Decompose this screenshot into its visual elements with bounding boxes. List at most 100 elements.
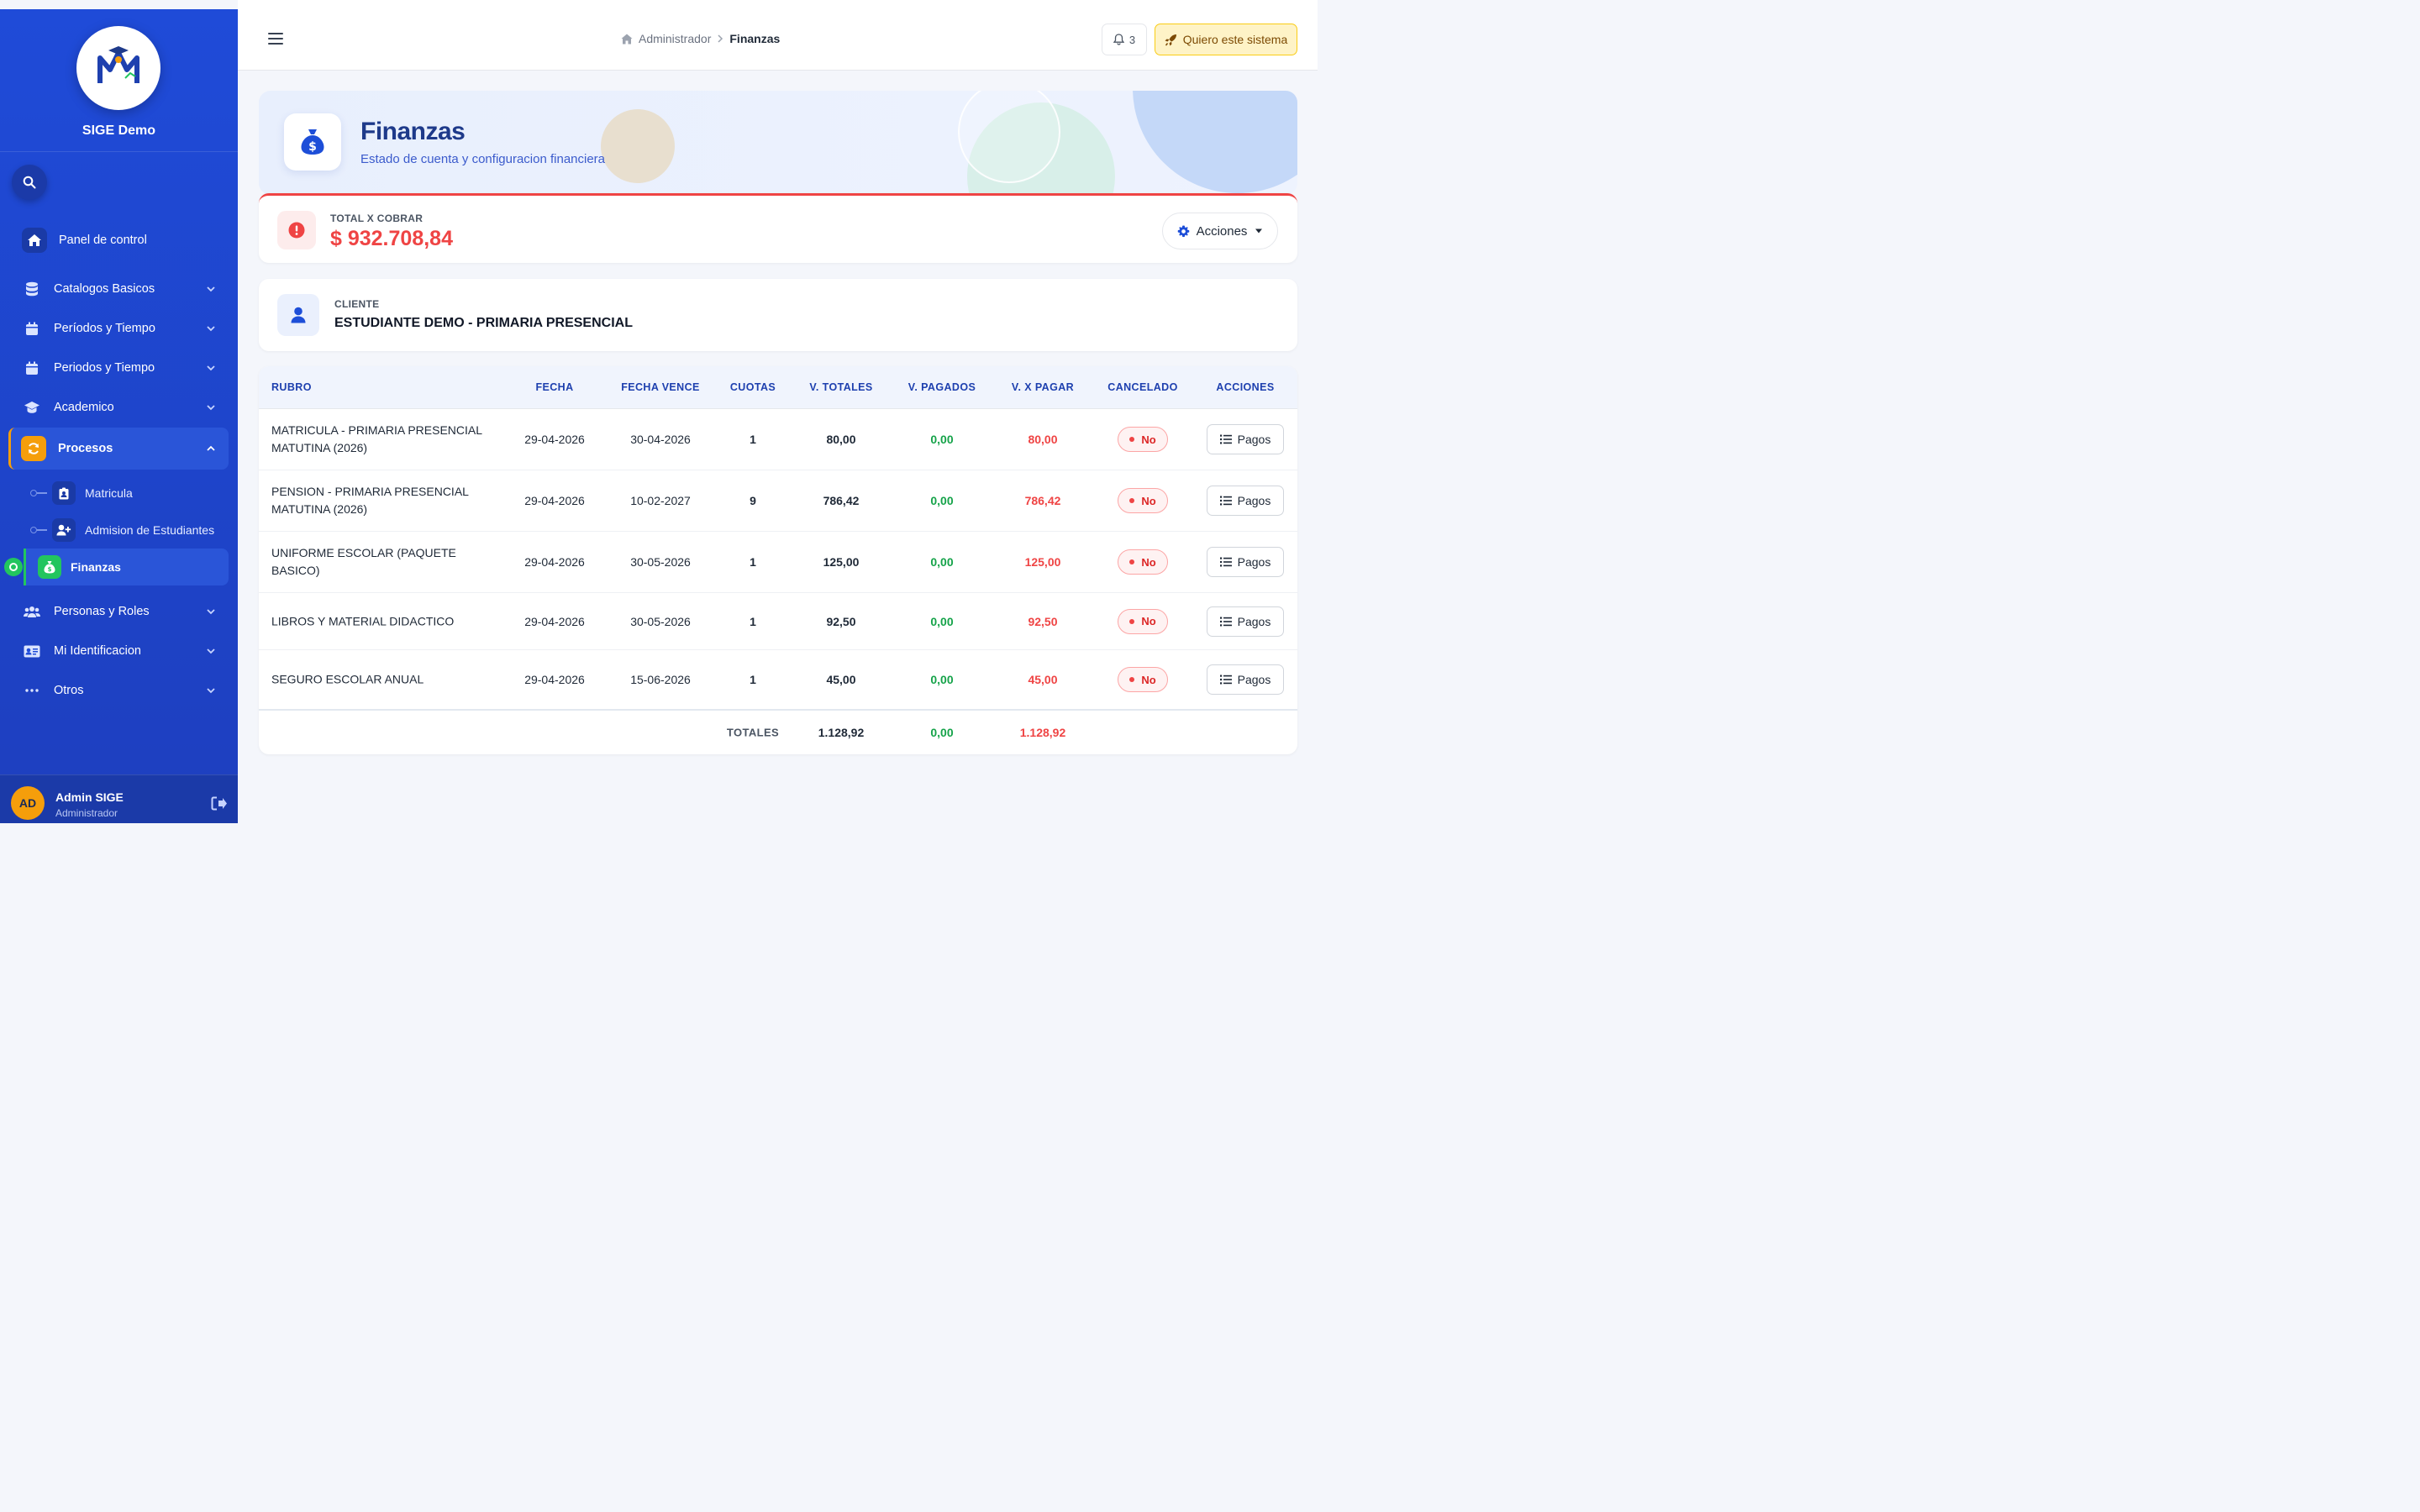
sidebar-item-label: Otros xyxy=(54,684,84,697)
decorative-circle xyxy=(601,109,675,183)
totales-v-x-pagar: 1.128,92 xyxy=(1019,726,1066,739)
sidebar-item-periodos-tiempo-1[interactable]: Períodos y Tiempo xyxy=(12,312,229,345)
sidebar-item-periodos-tiempo-2[interactable]: Periodos y Tiempo xyxy=(12,351,229,385)
sidebar-subitem-finanzas[interactable]: $ Finanzas xyxy=(4,549,229,585)
chevron-down-icon xyxy=(207,648,215,654)
pagos-label: Pagos xyxy=(1237,614,1271,628)
breadcrumb-current: Finanzas xyxy=(729,32,781,45)
status-dot xyxy=(1129,618,1135,624)
cancelado-cell: No xyxy=(1118,488,1168,513)
list-icon xyxy=(1219,675,1232,685)
alert-icon-box xyxy=(277,211,316,249)
money-bag-icon: $ xyxy=(38,555,61,579)
cliente-card: CLIENTE ESTUDIANTE DEMO - PRIMARIA PRESE… xyxy=(259,279,1297,351)
pagos-label: Pagos xyxy=(1237,555,1271,569)
fecha-vence-cell: 10-02-2027 xyxy=(630,494,691,507)
sidebar-item-panel-de-control[interactable]: Panel de control xyxy=(18,223,229,257)
acciones-cell: Pagos xyxy=(1207,606,1284,637)
v-pagados-cell: 0,00 xyxy=(930,614,954,628)
decorative-circle xyxy=(958,91,1060,183)
v-x-pagar-cell: 92,50 xyxy=(1028,614,1058,628)
sidebar-item-label: Procesos xyxy=(58,442,113,455)
status-dot xyxy=(1129,559,1135,564)
totales-label: TOTALES xyxy=(726,726,780,739)
v-x-pagar-cell: 80,00 xyxy=(1028,433,1058,446)
sidebar-search-button[interactable] xyxy=(12,165,47,200)
pagos-button[interactable]: Pagos xyxy=(1207,486,1284,516)
rubro-cell: SEGURO ESCOLAR ANUAL xyxy=(271,672,424,686)
column-header-fecha-vence: FECHA VENCE xyxy=(621,381,700,393)
cuotas-cell: 9 xyxy=(750,494,756,507)
pagos-button[interactable]: Pagos xyxy=(1207,547,1284,577)
id-card-icon xyxy=(22,641,42,661)
acciones-cell: Pagos xyxy=(1207,547,1284,577)
v-x-pagar-cell: 125,00 xyxy=(1024,555,1061,569)
chevron-down-icon xyxy=(207,688,215,694)
app-name: SIGE Demo xyxy=(82,123,156,138)
cancelado-cell: No xyxy=(1118,549,1168,575)
sidebar-item-otros[interactable]: Otros xyxy=(12,674,229,707)
table-row: UNIFORME ESCOLAR (PAQUETE BASICO) 29-04-… xyxy=(259,532,1297,593)
svg-text:$: $ xyxy=(308,140,317,154)
sidebar-item-label: Catalogos Basicos xyxy=(54,282,155,296)
sidebar-item-label: Personas y Roles xyxy=(54,605,150,618)
totales-v-totales: 1.128,92 xyxy=(818,726,865,739)
list-icon xyxy=(1219,434,1232,444)
sidebar-subitem-label: Finanzas xyxy=(71,560,121,574)
status-dot xyxy=(1129,437,1135,442)
pagos-button[interactable]: Pagos xyxy=(1207,664,1284,695)
sidebar-item-personas-roles[interactable]: Personas y Roles xyxy=(12,595,229,628)
sidebar-user-panel: AD Admin SIGE Administrador xyxy=(0,774,238,823)
home-icon xyxy=(621,34,633,44)
sidebar-item-mi-identificacion[interactable]: Mi Identificacion xyxy=(12,634,229,668)
status-dot xyxy=(1129,498,1135,503)
table-row: MATRICULA - PRIMARIA PRESENCIAL MATUTINA… xyxy=(259,409,1297,470)
avatar[interactable]: AD xyxy=(11,786,45,820)
notifications-button[interactable]: 3 xyxy=(1102,24,1147,55)
sidebar-item-procesos[interactable]: Procesos xyxy=(8,428,229,470)
notifications-count: 3 xyxy=(1128,33,1136,46)
v-x-pagar-cell: 45,00 xyxy=(1028,673,1058,686)
fecha-vence-cell: 15-06-2026 xyxy=(630,673,691,686)
v-totales-cell: 92,50 xyxy=(826,614,856,628)
column-header-cuotas: CUOTAS xyxy=(729,381,776,393)
active-indicator xyxy=(4,558,23,576)
chevron-up-icon xyxy=(207,445,215,451)
fecha-vence-cell: 30-05-2026 xyxy=(630,555,691,569)
menu-toggle-icon[interactable] xyxy=(268,32,283,45)
sidebar-subitem-admision[interactable]: Admision de Estudiantes xyxy=(30,516,214,544)
acciones-cell: Pagos xyxy=(1207,664,1284,695)
page-subtitle: Estado de cuenta y configuracion financi… xyxy=(360,152,606,166)
sidebar-item-label: Academico xyxy=(54,401,114,414)
rubro-cell: LIBROS Y MATERIAL DIDACTICO xyxy=(271,614,455,627)
column-header-rubro: RUBRO xyxy=(271,381,312,393)
chevron-right-icon xyxy=(718,34,723,43)
status-badge-label: No xyxy=(1141,494,1156,507)
bell-icon xyxy=(1113,34,1124,45)
rubros-table: RUBRO FECHA FECHA VENCE CUOTAS V. TOTALE… xyxy=(259,366,1297,754)
list-icon xyxy=(1219,496,1232,506)
sidebar-subitem-matricula[interactable]: Matricula xyxy=(30,479,133,507)
acciones-dropdown-button[interactable]: Acciones xyxy=(1162,213,1278,249)
total-por-cobrar-card: TOTAL X COBRAR $ 932.708,84 Acciones xyxy=(259,193,1297,263)
pagos-button[interactable]: Pagos xyxy=(1207,424,1284,454)
ellipsis-icon xyxy=(22,680,42,701)
logout-icon[interactable] xyxy=(211,796,228,811)
column-header-cancelado: CANCELADO xyxy=(1107,381,1178,393)
quiero-este-sistema-button[interactable]: Quiero este sistema xyxy=(1155,24,1297,55)
sidebar-item-catalogos-basicos[interactable]: Catalogos Basicos xyxy=(12,272,229,306)
page-header: $ Finanzas Estado de cuenta y configurac… xyxy=(259,91,1297,195)
status-badge: No xyxy=(1118,608,1168,634)
breadcrumb-parent[interactable]: Administrador xyxy=(639,32,712,45)
sidebar-item-academico[interactable]: Academico xyxy=(12,391,229,424)
pagos-label: Pagos xyxy=(1237,494,1271,507)
fecha-cell: 29-04-2026 xyxy=(524,433,585,446)
status-badge-label: No xyxy=(1141,673,1156,686)
sidebar: SIGE Demo Panel de control Catalogos Bas… xyxy=(0,9,238,823)
v-pagados-cell: 0,00 xyxy=(930,673,954,686)
table-header: RUBRO FECHA FECHA VENCE CUOTAS V. TOTALE… xyxy=(259,366,1297,409)
gear-icon xyxy=(1177,224,1189,237)
table-row: PENSION - PRIMARIA PRESENCIAL MATUTINA (… xyxy=(259,470,1297,532)
sidebar-item-label: Panel de control xyxy=(59,234,147,247)
pagos-button[interactable]: Pagos xyxy=(1207,606,1284,637)
